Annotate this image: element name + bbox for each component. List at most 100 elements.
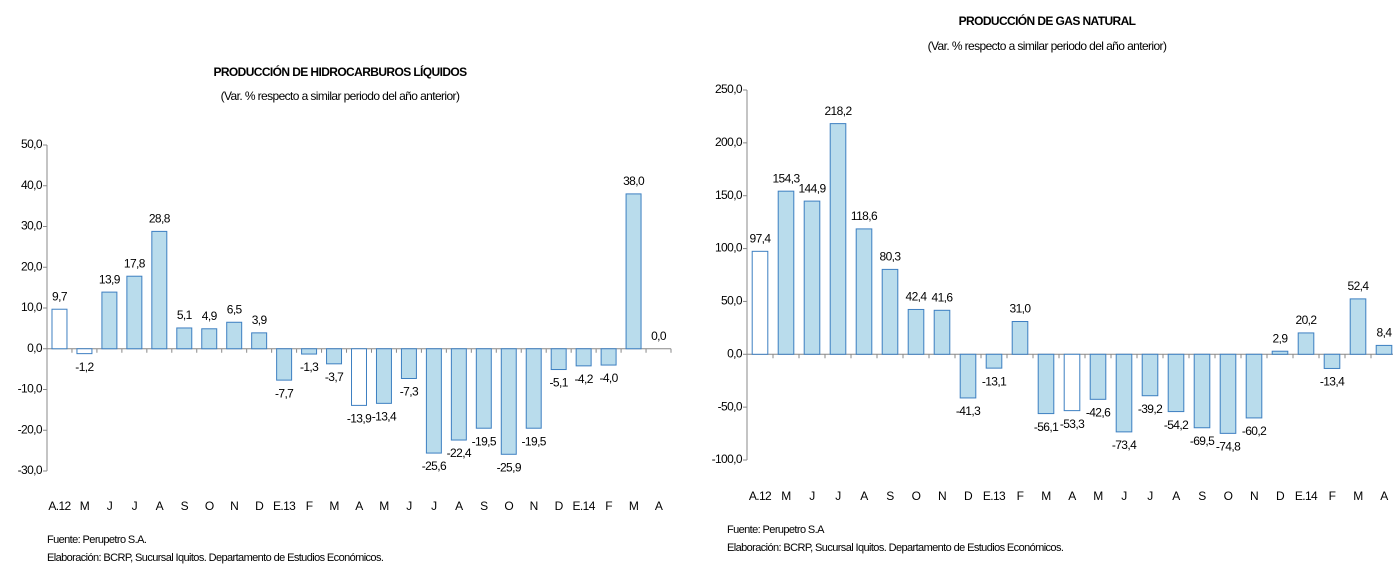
value-label: -42,6 (1086, 405, 1111, 419)
y-tick-label: 20,0 (21, 259, 43, 273)
value-label: 97,4 (750, 231, 772, 245)
y-tick-label: 50,0 (721, 294, 743, 308)
x-tick-label: S (886, 489, 894, 503)
value-label: 4,9 (202, 309, 218, 323)
value-label: -74,8 (1216, 440, 1241, 454)
value-label: 80,3 (880, 250, 902, 264)
bar (855, 228, 873, 355)
value-label: 218,2 (824, 104, 852, 118)
bar (1089, 353, 1107, 400)
bar (1323, 353, 1341, 369)
bar (500, 348, 517, 455)
bar (600, 348, 617, 366)
bar (1141, 353, 1159, 397)
x-tick-label: S (1198, 489, 1206, 503)
value-label: -13,1 (982, 374, 1007, 388)
y-tick-label: -50,0 (718, 399, 743, 413)
x-tick-label: D (255, 499, 264, 513)
bar (475, 348, 492, 429)
value-label: 154,3 (772, 171, 800, 185)
x-tick-label: E.13 (273, 499, 296, 513)
x-tick-label: J (835, 489, 841, 503)
x-tick-label: M (379, 499, 389, 513)
bar (1193, 353, 1211, 429)
x-tick-label: A.12 (749, 489, 772, 503)
x-tick-label: J (431, 499, 437, 513)
x-tick-label: M (629, 499, 639, 513)
bar (907, 308, 925, 355)
bar (176, 327, 193, 350)
credit-note: Elaboración: BCRP, Sucursal Iquitos. Dep… (47, 552, 384, 564)
x-tick-label: O (205, 499, 214, 513)
bar (803, 200, 821, 355)
value-label: 17,8 (124, 256, 146, 270)
bar (201, 328, 218, 350)
bar (301, 348, 318, 355)
chart-title: PRODUCCIÓN DE HIDROCARBUROS LÍQUIDOS (213, 64, 467, 79)
value-label: -1,2 (75, 360, 94, 374)
chart-subtitle: (Var. % respecto a similar periodo del a… (928, 39, 1167, 53)
value-label: 8,4 (1377, 326, 1393, 340)
value-label: -54,2 (1164, 418, 1189, 432)
value-label: -19,5 (522, 434, 547, 448)
value-label: -13,4 (372, 410, 397, 424)
value-label: -73,4 (1112, 438, 1137, 452)
value-label: 144,9 (798, 181, 826, 195)
y-tick-label: 100,0 (715, 241, 743, 255)
value-label: -3,7 (325, 370, 344, 384)
value-label: -69,5 (1190, 434, 1215, 448)
value-label: 9,7 (52, 289, 68, 303)
value-label: -1,3 (300, 360, 319, 374)
x-tick-label: A (1380, 489, 1388, 503)
x-tick-label: O (912, 489, 921, 503)
value-label: 38,0 (623, 174, 645, 188)
y-tick-label: 40,0 (21, 178, 43, 192)
value-label: 28,8 (149, 212, 171, 226)
value-label: -13,9 (347, 412, 372, 426)
bar (1349, 298, 1367, 355)
x-tick-label: A.12 (48, 499, 71, 513)
bar (829, 123, 847, 355)
x-tick-label: E.14 (572, 499, 595, 513)
bar (425, 348, 442, 454)
x-tick-label: A (1172, 489, 1180, 503)
bar (450, 348, 467, 441)
value-label: 0,0 (651, 329, 667, 343)
y-tick-label: 250,0 (715, 82, 743, 96)
y-tick-label: -100,0 (712, 452, 743, 466)
bar (777, 190, 795, 355)
x-tick-label: N (938, 489, 946, 503)
chart-title: PRODUCCIÓN DE GAS NATURAL (959, 13, 1136, 28)
bar (1219, 353, 1237, 434)
x-tick-label: M (329, 499, 339, 513)
bar (1115, 353, 1133, 433)
bar (400, 348, 417, 379)
y-tick-label: 150,0 (715, 188, 743, 202)
x-tick-label: N (530, 499, 538, 513)
x-tick-label: F (306, 499, 313, 513)
value-label: 52,4 (1348, 279, 1370, 293)
value-label: -60,2 (1242, 424, 1267, 438)
source-note: Fuente: Perupetro S.A (727, 524, 825, 536)
bar (751, 250, 769, 355)
x-tick-label: O (504, 499, 513, 513)
x-tick-label: S (181, 499, 189, 513)
y-tick-label: 200,0 (715, 135, 743, 149)
bar (51, 308, 68, 350)
bar (151, 230, 168, 350)
bar (1271, 350, 1289, 355)
value-label: -25,9 (497, 460, 522, 474)
value-label: -19,5 (472, 434, 497, 448)
bar (126, 275, 143, 350)
value-label: -53,3 (1060, 417, 1085, 431)
y-tick-label: 0,0 (27, 341, 43, 355)
x-tick-label: M (1041, 489, 1051, 503)
x-tick-label: D (964, 489, 973, 503)
x-tick-label: J (1121, 489, 1127, 503)
x-tick-label: N (230, 499, 238, 513)
bar (1167, 353, 1185, 413)
bar (76, 348, 93, 355)
x-tick-label: A (860, 489, 868, 503)
x-tick-label: F (605, 499, 612, 513)
